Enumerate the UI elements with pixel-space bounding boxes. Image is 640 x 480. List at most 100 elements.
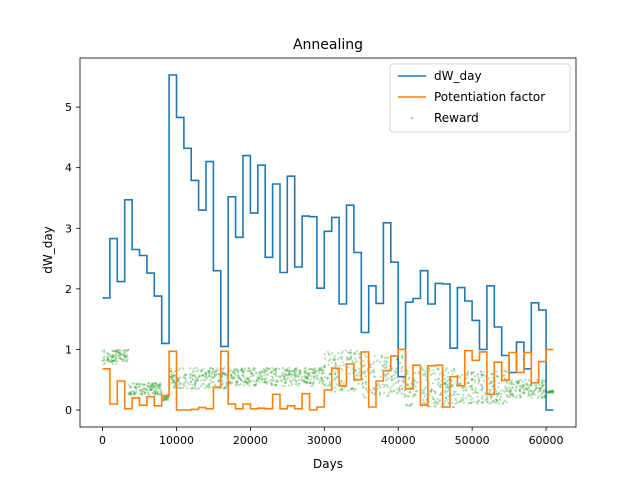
reward-point (304, 366, 307, 369)
reward-point (495, 390, 498, 393)
reward-point (485, 398, 489, 401)
reward-point (469, 401, 472, 405)
reward-point (221, 379, 224, 382)
reward-point (130, 393, 133, 396)
reward-point (286, 378, 289, 381)
reward-point (316, 375, 319, 378)
reward-point (498, 402, 501, 405)
reward-point (116, 351, 119, 354)
reward-point (522, 390, 525, 393)
reward-point (355, 375, 358, 378)
reward-point (274, 374, 278, 377)
reward-point (511, 386, 514, 389)
reward-point (119, 357, 122, 360)
reward-point (437, 368, 440, 371)
reward-point (159, 387, 162, 390)
reward-point (148, 388, 151, 391)
reward-point (349, 358, 352, 361)
reward-point (434, 392, 437, 395)
reward-point (192, 369, 195, 372)
reward-point (540, 381, 543, 384)
reward-point (292, 373, 295, 376)
reward-point (524, 388, 528, 391)
reward-point (208, 370, 211, 373)
reward-point (518, 396, 522, 399)
reward-point (189, 381, 192, 384)
reward-point (518, 388, 521, 391)
reward-point (191, 378, 194, 381)
reward-point (241, 374, 244, 377)
reward-point (258, 372, 261, 375)
reward-point (383, 356, 386, 359)
reward-point (194, 380, 197, 383)
reward-point (207, 374, 210, 377)
reward-point (489, 397, 492, 400)
reward-point (126, 350, 129, 353)
reward-point (293, 376, 296, 379)
reward-point (341, 388, 344, 391)
reward-point (414, 385, 417, 388)
x-axis: 0 10000 20000 30000 40000 50000 60000 (99, 427, 564, 447)
reward-point (255, 383, 258, 386)
reward-point (298, 373, 301, 376)
reward-point (478, 380, 481, 383)
reward-point (271, 375, 274, 378)
reward-point (477, 400, 480, 403)
reward-point (511, 392, 514, 396)
reward-point (392, 389, 395, 392)
reward-point (287, 376, 290, 380)
reward-point (542, 383, 545, 386)
reward-point (159, 393, 162, 396)
reward-point (312, 384, 315, 387)
reward-point (194, 381, 197, 385)
reward-point (405, 403, 408, 406)
reward-point (270, 371, 273, 374)
reward-point (254, 384, 257, 387)
reward-point (273, 369, 276, 372)
reward-point (147, 382, 150, 385)
reward-point (546, 391, 550, 394)
reward-point (224, 386, 227, 389)
reward-point (209, 381, 212, 384)
reward-point (370, 391, 373, 394)
reward-point (333, 354, 336, 358)
reward-point (123, 355, 126, 358)
reward-point (398, 386, 401, 389)
reward-point (273, 368, 276, 371)
reward-point (106, 357, 109, 360)
reward-point (178, 383, 181, 386)
reward-point (393, 390, 396, 393)
reward-point (281, 384, 284, 387)
reward-point (455, 399, 458, 402)
reward-point (146, 385, 149, 388)
reward-point (435, 401, 438, 404)
reward-point (372, 360, 376, 363)
reward-point (503, 399, 506, 402)
reward-point (169, 367, 172, 370)
reward-point (314, 372, 317, 375)
reward-point (204, 372, 207, 375)
reward-point (253, 367, 256, 370)
reward-point (349, 387, 353, 390)
reward-point (460, 373, 464, 376)
reward-point (250, 372, 253, 375)
reward-point (150, 388, 153, 392)
reward-point (233, 372, 236, 375)
reward-point (468, 401, 472, 404)
reward-point (260, 375, 263, 378)
reward-point (550, 391, 553, 394)
reward-point (193, 383, 196, 386)
reward-point (164, 397, 167, 400)
reward-point (176, 379, 179, 382)
reward-point (107, 359, 110, 362)
reward-point (124, 351, 127, 354)
reward-point (309, 381, 312, 385)
reward-point (450, 385, 453, 388)
reward-point (164, 398, 167, 402)
reward-point (288, 370, 291, 373)
reward-point (317, 369, 321, 372)
reward-point (243, 381, 246, 384)
reward-point (467, 394, 470, 397)
reward-point (102, 363, 105, 366)
reward-point (283, 377, 286, 381)
